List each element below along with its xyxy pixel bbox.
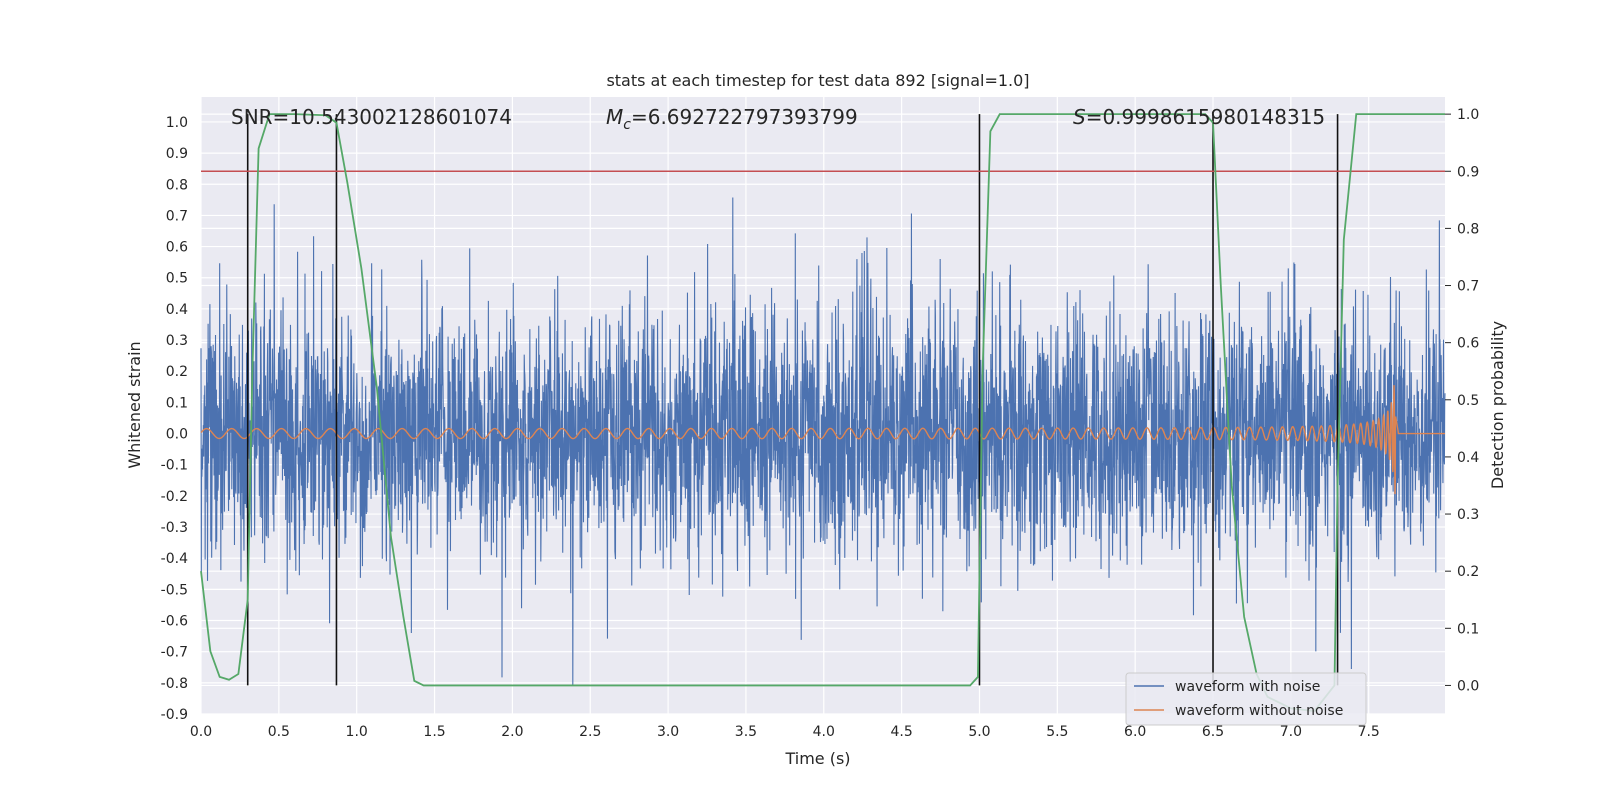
left-tick-label: 0.9 xyxy=(166,146,188,162)
left-tick-label: 0.1 xyxy=(166,395,188,411)
left-tick-label: 0.7 xyxy=(166,208,188,224)
x-tick-label: 0.5 xyxy=(268,724,290,740)
legend: waveform with noise waveform without noi… xyxy=(1125,672,1367,726)
clean-waveform-line xyxy=(200,385,1445,495)
x-tick-label: 7.5 xyxy=(1358,724,1380,740)
left-tick-label: -0.5 xyxy=(161,582,188,598)
x-axis-ticks: 0.0 0.5 1.0 1.5 2.0 2.5 3.0 3.5 4.0 4.5 5.0 5.5 6.0 6… xyxy=(190,724,1380,740)
left-tick-label: -0.2 xyxy=(161,489,188,505)
right-tick-label: 0.5 xyxy=(1457,393,1479,409)
chirp-mass-symbol: M xyxy=(606,105,623,129)
x-tick-label: 6.0 xyxy=(1124,724,1146,740)
right-tick-label: 0.7 xyxy=(1457,279,1479,295)
left-tick-label: 0.0 xyxy=(166,427,188,443)
chart-title: stats at each timestep for test data 892… xyxy=(606,71,1029,90)
right-tick-label: 0.1 xyxy=(1457,621,1479,637)
right-tick-label: 0.8 xyxy=(1457,221,1479,237)
x-tick-label: 4.0 xyxy=(813,724,835,740)
left-tick-label: -0.8 xyxy=(161,676,188,692)
x-tick-label: 3.5 xyxy=(735,724,757,740)
legend-box xyxy=(1125,672,1367,726)
score-annotation: S=0.9998615980148315 xyxy=(1073,105,1325,129)
left-tick-label: -0.3 xyxy=(161,520,188,536)
x-tick-label: 2.5 xyxy=(579,724,601,740)
x-tick-label: 5.5 xyxy=(1046,724,1068,740)
x-tick-label: 0.0 xyxy=(190,724,212,740)
x-tick-label: 6.5 xyxy=(1202,724,1224,740)
left-tick-label: 0.2 xyxy=(166,364,188,380)
left-tick-label: -0.4 xyxy=(161,551,188,567)
x-tick-label: 5.0 xyxy=(968,724,990,740)
right-axis-label: Detection probability xyxy=(1488,321,1507,489)
legend-label-clean: waveform without noise xyxy=(1175,703,1343,719)
right-tick-label: 0.3 xyxy=(1457,507,1479,523)
left-axis-ticks: -0.9 -0.8 -0.7 -0.6 -0.5 -0.4 -0.3 -0.2 -0.1 0.0 0… xyxy=(161,115,188,723)
x-tick-label: 4.5 xyxy=(890,724,912,740)
legend-label-noise: waveform with noise xyxy=(1175,679,1320,695)
x-tick-label: 1.5 xyxy=(423,724,445,740)
score-symbol: S xyxy=(1073,105,1086,129)
right-tick-label: 0.9 xyxy=(1457,164,1479,180)
left-tick-label: 1.0 xyxy=(166,115,188,131)
left-tick-label: -0.1 xyxy=(161,458,188,474)
x-tick-label: 1.0 xyxy=(346,724,368,740)
left-tick-label: -0.7 xyxy=(161,645,188,661)
left-tick-label: 0.4 xyxy=(166,302,188,318)
right-tick-label: 0.6 xyxy=(1457,336,1479,352)
x-tick-label: 3.0 xyxy=(657,724,679,740)
vertical-markers xyxy=(246,114,1339,686)
x-tick-label: 7.0 xyxy=(1280,724,1302,740)
score-value: =0.9998615980148315 xyxy=(1086,105,1325,129)
left-tick-label: 0.8 xyxy=(166,177,188,193)
left-tick-label: 0.5 xyxy=(166,271,188,287)
left-tick-label: -0.6 xyxy=(161,614,188,630)
snr-annotation: SNR=10.543002128601074 xyxy=(231,105,512,129)
left-tick-label: -0.9 xyxy=(161,707,188,723)
series-waveform-with-noise xyxy=(200,197,1446,686)
right-axis-ticks: 0.0 0.1 0.2 0.3 0.4 0.5 0.6 0.7 0.8 0.9 1.0 xyxy=(1445,107,1479,694)
left-axis-label: Whitened strain xyxy=(125,341,144,468)
right-tick-label: 1.0 xyxy=(1457,107,1479,123)
chirp-mass-subscript: c xyxy=(623,117,631,133)
chirp-mass-value: =6.692722797393799 xyxy=(631,105,858,129)
series-waveform-without-noise xyxy=(200,385,1445,495)
chirp-mass-annotation: Mc=6.692722797393799 xyxy=(606,105,858,133)
left-tick-label: 0.6 xyxy=(166,240,188,256)
right-tick-label: 0.4 xyxy=(1457,450,1479,466)
x-tick-label: 2.0 xyxy=(501,724,523,740)
right-tick-label: 0.2 xyxy=(1457,564,1479,580)
x-axis-label: Time (s) xyxy=(784,749,850,768)
left-tick-label: 0.3 xyxy=(166,333,188,349)
right-tick-label: 0.0 xyxy=(1457,678,1479,694)
noise-waveform-line xyxy=(200,197,1446,686)
